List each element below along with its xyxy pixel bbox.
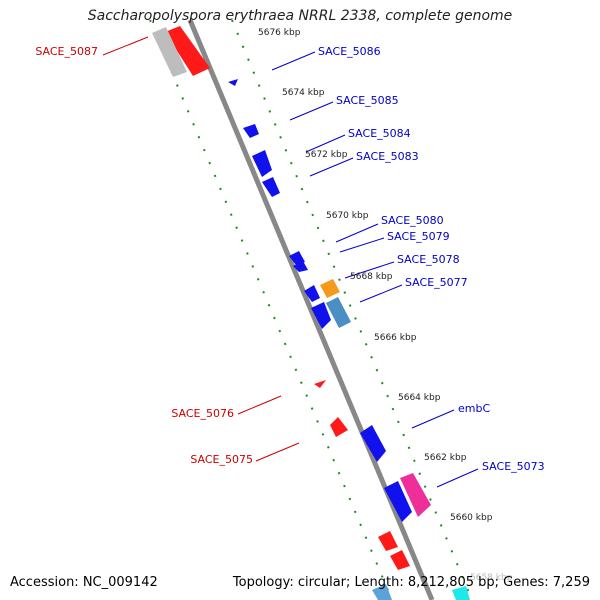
- gene-label-forward[interactable]: SACE_5084: [348, 127, 411, 140]
- gene-sace-5077-block[interactable]: [311, 302, 331, 329]
- tick-label: 5660 kbp: [450, 513, 493, 523]
- genome-title: Saccharopolyspora erythraea NRRL 2338, c…: [87, 8, 513, 24]
- gene-grey-block-top[interactable]: [152, 27, 187, 77]
- genome-backbone: [187, 19, 435, 600]
- gene-sace-5073-block[interactable]: [400, 473, 431, 517]
- gene-red-block-bottom[interactable]: [378, 531, 398, 551]
- gc-track-left: [149, 19, 393, 600]
- gene-label-reverse[interactable]: SACE_5076: [171, 407, 234, 420]
- gene-embc-block[interactable]: [360, 425, 386, 462]
- tick-label: 5668 kbp: [350, 272, 393, 282]
- gene-label-forward[interactable]: SACE_5083: [356, 150, 419, 163]
- gene-label-forward[interactable]: embC: [458, 402, 490, 415]
- gene-sace-5085-block[interactable]: [243, 124, 259, 138]
- reverse-leader-lines: [102, 36, 300, 462]
- gene-orange-block[interactable]: [320, 279, 340, 298]
- tick-label: 5664 kbp: [398, 393, 441, 403]
- gene-sace-5080-block[interactable]: [289, 251, 305, 265]
- gene-sace-5087-block[interactable]: [165, 26, 210, 76]
- gene-label-reverse[interactable]: SACE_5075: [190, 453, 253, 466]
- gene-label-forward[interactable]: SACE_5086: [318, 45, 381, 58]
- gene-sace-5084-block[interactable]: [252, 150, 272, 177]
- gene-label-forward[interactable]: SACE_5085: [336, 94, 399, 107]
- tick-label: 5674 kbp: [282, 88, 325, 98]
- gene-lightblue-block[interactable]: [326, 297, 351, 328]
- tick-labels: 5676 kbp 5674 kbp 5672 kbp 5670 kbp 5668…: [258, 28, 513, 583]
- tick-label: 5670 kbp: [326, 211, 369, 221]
- gene-grey-bottom[interactable]: [372, 584, 392, 600]
- gene-sace-5078-block[interactable]: [304, 285, 320, 302]
- genome-summary-text: Topology: circular; Length: 8,212,805 bp…: [232, 575, 590, 590]
- gene-label-forward[interactable]: SACE_5079: [387, 230, 450, 243]
- gene-cyan-bottom[interactable]: [452, 586, 470, 600]
- forward-gene-labels: SACE_5086 SACE_5085 SACE_5084 SACE_5083 …: [318, 45, 545, 473]
- gene-label-forward[interactable]: SACE_5080: [381, 214, 444, 227]
- tick-label: 5672 kbp: [305, 150, 348, 160]
- tick-label: 5666 kbp: [374, 333, 417, 343]
- tick-label: 5662 kbp: [424, 453, 467, 463]
- forward-leader-lines: [271, 51, 479, 488]
- gene-sace-5083-block[interactable]: [262, 177, 280, 197]
- accession-text: Accession: NC_009142: [10, 575, 158, 590]
- gene-sace-5076-marker[interactable]: [314, 380, 326, 388]
- gene-label-forward[interactable]: SACE_5077: [405, 276, 468, 289]
- gene-label-forward[interactable]: SACE_5078: [397, 253, 460, 266]
- tick-label: 5676 kbp: [258, 28, 301, 38]
- gene-sace-5086-marker[interactable]: [228, 79, 238, 86]
- tick-label: 5658 kbp: [470, 573, 513, 583]
- gc-track-right: [231, 19, 473, 600]
- gene-blue-bottom-block[interactable]: [384, 481, 412, 522]
- gene-sace-5079-block[interactable]: [293, 261, 308, 272]
- gene-sace-5075-block[interactable]: [330, 417, 348, 437]
- gene-red-block-bottom-2[interactable]: [390, 550, 410, 570]
- gene-label-reverse[interactable]: SACE_5087: [35, 45, 98, 58]
- gene-label-forward[interactable]: SACE_5073: [482, 460, 545, 473]
- reverse-gene-labels: SACE_5087 SACE_5076 SACE_5075: [35, 45, 253, 466]
